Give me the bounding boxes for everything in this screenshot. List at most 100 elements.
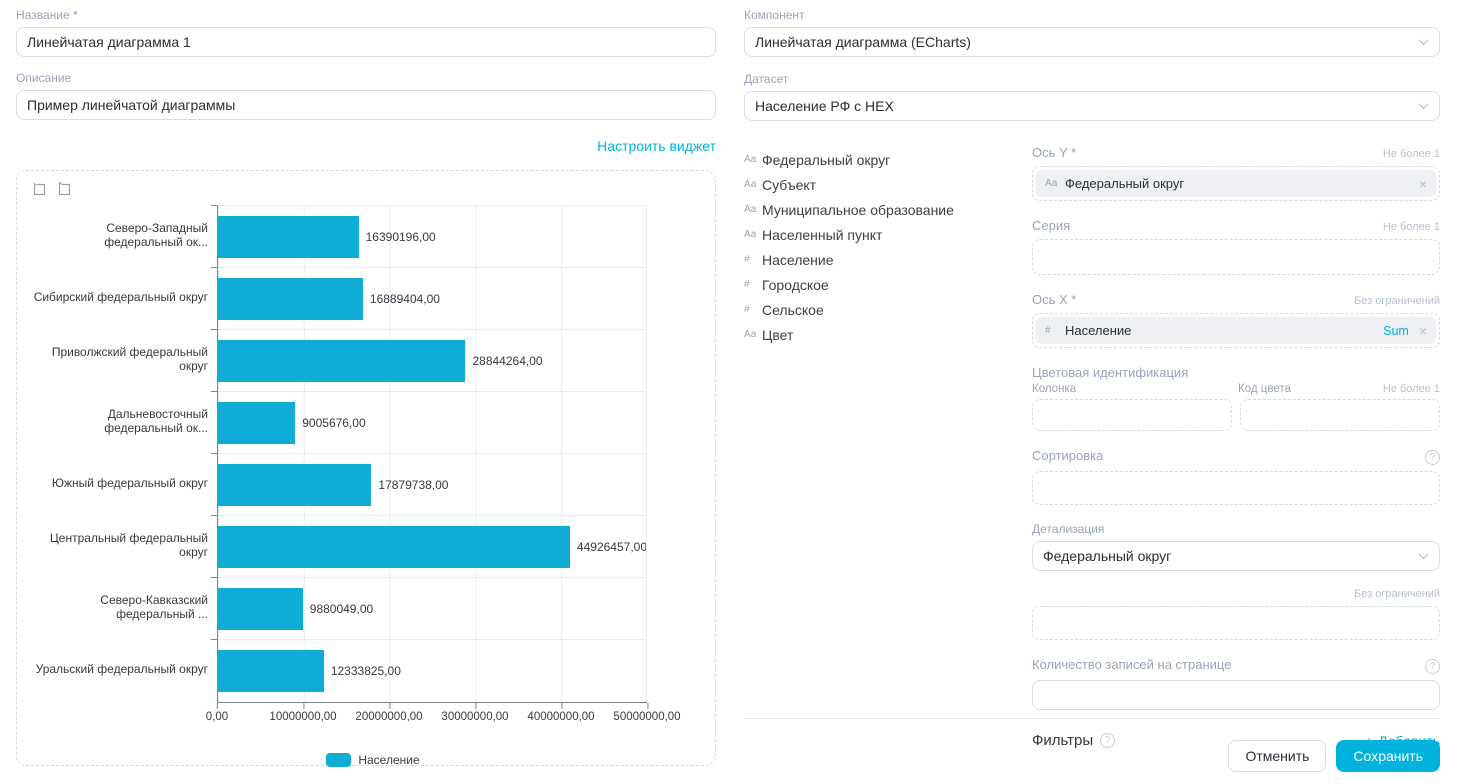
flip-orientation-left-icon[interactable] [31, 181, 47, 197]
color-column-label: Колонка [1032, 383, 1077, 395]
filters-label: Фильтры [1032, 732, 1094, 749]
chart-legend-item[interactable]: Население [31, 753, 715, 767]
chevron-down-icon [1418, 103, 1429, 110]
bar-value-label: 9005676,00 [302, 415, 366, 430]
chart-plot-area: 16390196,00 16889404,00 28844264,00 9005676… [211, 205, 647, 703]
page-size-label: Количество записей на странице [1032, 657, 1232, 672]
x-tick-label: 40000000,00 [527, 703, 595, 723]
extra-dropzone[interactable] [1032, 606, 1440, 640]
description-input[interactable] [16, 90, 716, 120]
dataset-field-item[interactable]: Аа Цвет [744, 322, 1022, 347]
axes-config-column: Ось Y * Не более 1 Аа Федеральный округ … [1032, 145, 1440, 749]
chart-band: 17879738,00 [211, 453, 647, 516]
axis-x-block: Ось X * Без ограничений # Население Sum … [1032, 292, 1440, 348]
sorting-block: Сортировка ? [1032, 448, 1440, 505]
series-label: Серия [1032, 218, 1071, 233]
extra-zone-limit: Без ограничений [1354, 588, 1440, 600]
axis-y-chip[interactable]: Аа Федеральный округ × [1036, 170, 1436, 197]
page-size-input[interactable] [1032, 680, 1440, 710]
string-type-icon: Аа [744, 154, 757, 165]
aggregation-selector[interactable]: Sum [1383, 323, 1409, 338]
bar[interactable] [218, 339, 466, 382]
bar-chart: Северо-Западный федеральный ок... Сибирск… [31, 205, 715, 703]
dataset-field-item[interactable]: Аа Субъект [744, 172, 1022, 197]
save-button[interactable]: Сохранить [1336, 740, 1440, 772]
dataset-field-item[interactable]: # Сельское [744, 297, 1022, 322]
configure-widget-link[interactable]: Настроить виджет [597, 138, 716, 154]
description-field-block: Описание [16, 71, 716, 120]
bar[interactable] [218, 401, 296, 444]
help-icon[interactable]: ? [1425, 450, 1440, 465]
chart-band: 9005676,00 [211, 391, 647, 454]
component-label: Компонент [744, 8, 805, 22]
string-type-icon: Аа [1045, 178, 1058, 189]
close-icon[interactable]: × [1418, 175, 1427, 192]
axis-y-limit: Не более 1 [1382, 148, 1440, 160]
axis-x-dropzone[interactable]: # Население Sum × [1032, 313, 1440, 348]
detail-select[interactable]: Федеральный округ [1032, 541, 1440, 571]
x-tick-label: 20000000,00 [355, 703, 423, 723]
help-icon[interactable]: ? [1425, 659, 1440, 674]
x-tick-label: 0,00 [205, 703, 229, 723]
help-icon[interactable]: ? [1100, 733, 1116, 748]
name-input[interactable] [16, 27, 716, 57]
widget-editor-left-panel: Название * Описание Настроить виджет Сев… [16, 8, 716, 767]
component-select[interactable]: Линейчатая диаграмма (ECharts) [744, 27, 1440, 57]
extra-dropzone-block: Без ограничений [1032, 588, 1440, 640]
dataset-field-item[interactable]: Аа Муниципальное образование [744, 197, 1022, 222]
cancel-button[interactable]: Отменить [1228, 740, 1327, 772]
bar[interactable] [218, 277, 363, 320]
dataset-field-name: Городское [762, 276, 829, 293]
axis-y-dropzone[interactable]: Аа Федеральный округ × [1032, 166, 1440, 201]
bar[interactable] [218, 650, 324, 692]
category-label: Северо-Кавказский федеральный ... [100, 593, 208, 621]
x-tick-label: 10000000,00 [269, 703, 337, 723]
series-block: Серия Не более 1 [1032, 218, 1440, 275]
category-label: Дальневосточный федеральный ок... [104, 407, 208, 435]
axis-x-chip[interactable]: # Население Sum × [1036, 317, 1436, 344]
number-type-icon: # [744, 304, 750, 315]
color-identification-label: Цветовая идентификация [1032, 365, 1189, 380]
dataset-field-item[interactable]: # Население [744, 247, 1022, 272]
sorting-label: Сортировка [1032, 448, 1104, 463]
bar-value-label: 16390196,00 [365, 229, 436, 244]
dataset-label: Датасет [744, 72, 789, 86]
sorting-dropzone[interactable] [1032, 471, 1440, 505]
component-select-value: Линейчатая диаграмма (ECharts) [755, 34, 971, 50]
close-icon[interactable]: × [1418, 322, 1427, 339]
dataset-field-item[interactable]: Аа Федеральный округ [744, 147, 1022, 172]
component-field-block: Компонент Линейчатая диаграмма (ECharts) [744, 8, 1440, 57]
dataset-field-item[interactable]: # Городское [744, 272, 1022, 297]
category-label: Сибирский федеральный округ [33, 290, 208, 305]
detail-select-value: Федеральный округ [1043, 548, 1172, 564]
color-code-dropzone[interactable] [1240, 399, 1440, 431]
bar[interactable] [218, 587, 303, 630]
dataset-field-name: Сельское [762, 301, 824, 318]
widget-settings-panel: Компонент Линейчатая диаграмма (ECharts)… [744, 8, 1440, 749]
bar[interactable] [218, 215, 359, 258]
bar[interactable] [218, 525, 570, 568]
color-column-dropzone[interactable] [1032, 399, 1232, 431]
name-label: Название * [16, 8, 78, 22]
dataset-field-name: Населенный пункт [762, 226, 883, 243]
detail-label: Детализация [1032, 522, 1105, 536]
bar[interactable] [218, 463, 372, 506]
color-code-label: Код цвета [1238, 383, 1291, 395]
series-dropzone[interactable] [1032, 239, 1440, 275]
string-type-icon: Аа [744, 204, 757, 215]
dataset-field-item[interactable]: Аа Населенный пункт [744, 222, 1022, 247]
bar-value-label: 44926457,00 [576, 539, 647, 554]
chart-preview-card: Северо-Западный федеральный ок... Сибирск… [16, 170, 716, 767]
chart-band: 44926457,00 [211, 515, 647, 578]
color-identification-block: Цветовая идентификация Колонка Код цвета… [1032, 365, 1440, 431]
bar-value-label: 9880049,00 [309, 601, 374, 616]
number-type-icon: # [744, 279, 750, 290]
dataset-select[interactable]: Население РФ с HEX [744, 91, 1440, 121]
x-tick-label: 30000000,00 [441, 703, 509, 723]
flip-orientation-right-icon[interactable] [56, 181, 72, 197]
color-identification-limit: Не более 1 [1382, 383, 1440, 395]
bar-value-label: 16889404,00 [369, 291, 440, 306]
category-label: Приволжский федеральный округ [51, 345, 208, 373]
x-axis-ticks: 0,00 10000000,00 20000000,00 30000000,00 400… [206, 703, 681, 729]
number-type-icon: # [1045, 325, 1051, 336]
